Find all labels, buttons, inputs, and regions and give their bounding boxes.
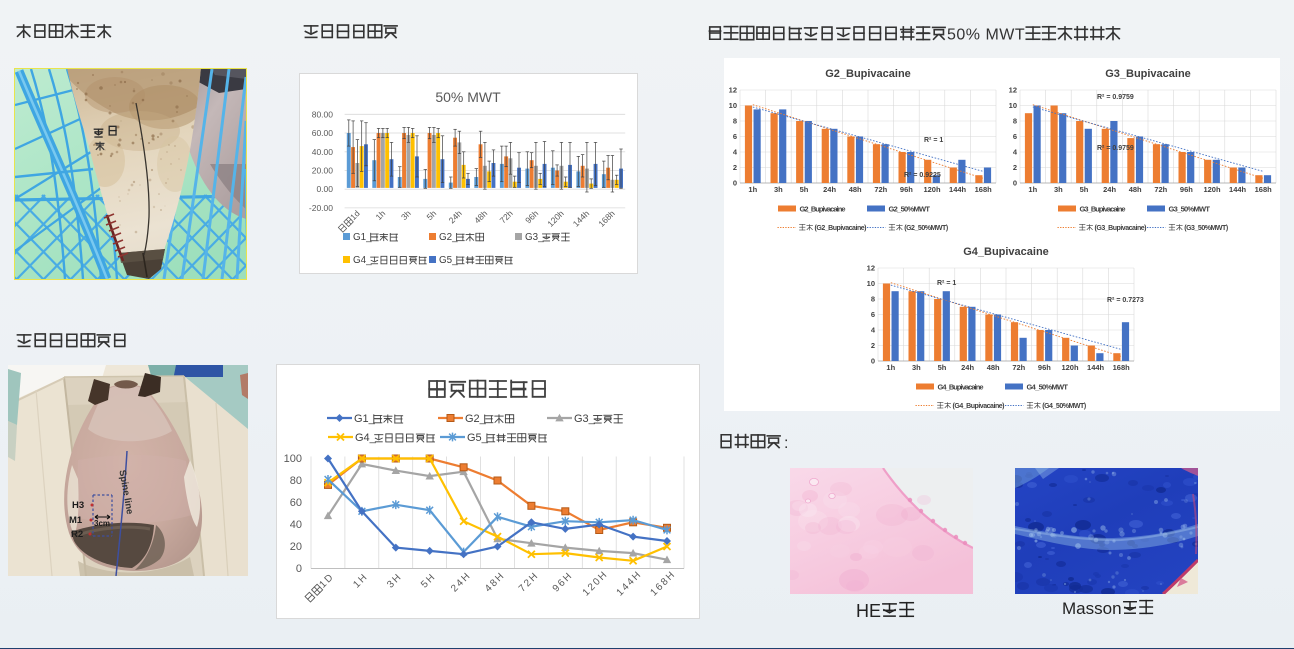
svg-text:R² = 1: R² = 1	[924, 137, 943, 144]
svg-text:72h: 72h	[874, 185, 887, 194]
svg-text:24h: 24h	[961, 363, 974, 372]
svg-text:8: 8	[1013, 117, 1017, 126]
svg-text:4: 4	[1013, 148, 1018, 157]
svg-text:1h: 1h	[748, 185, 757, 194]
svg-text:M1: M1	[69, 515, 83, 526]
svg-text:144h: 144h	[1229, 185, 1247, 194]
svg-text:60.00: 60.00	[312, 128, 334, 138]
svg-text:1h: 1h	[1028, 185, 1037, 194]
svg-text:0: 0	[1013, 179, 1017, 188]
svg-text:96h: 96h	[1038, 363, 1051, 372]
svg-text:2: 2	[1013, 163, 1017, 172]
svg-text:3h: 3h	[774, 185, 783, 194]
svg-text:80: 80	[290, 475, 302, 487]
svg-text:168h: 168h	[1113, 363, 1131, 372]
svg-text:144h: 144h	[1087, 363, 1105, 372]
svg-text:G3_: G3_	[525, 232, 544, 243]
svg-text:1h: 1h	[886, 363, 895, 372]
svg-text:10: 10	[867, 279, 875, 288]
svg-text:10: 10	[729, 101, 737, 110]
svg-text:G1_: G1_	[354, 413, 376, 425]
svg-text:(G4_Bupivacaine): (G4_Bupivacaine)	[953, 403, 1005, 410]
svg-text:168h: 168h	[975, 185, 993, 194]
svg-text:40.00: 40.00	[312, 147, 334, 157]
svg-text:R² = 1: R² = 1	[937, 280, 956, 287]
svg-text:12: 12	[729, 86, 737, 95]
svg-text:4: 4	[871, 326, 876, 335]
svg-text:4: 4	[733, 148, 738, 157]
svg-text:5h: 5h	[1080, 185, 1089, 194]
svg-text:24h: 24h	[823, 185, 836, 194]
svg-text:48h: 48h	[849, 185, 862, 194]
svg-text:3cm: 3cm	[94, 519, 110, 528]
svg-text:G3_50%MWT: G3_50%MWT	[1169, 205, 1211, 214]
svg-text:R² = 0.9759: R² = 0.9759	[1097, 94, 1134, 101]
svg-text:12: 12	[1009, 86, 1017, 95]
svg-text:96h: 96h	[900, 185, 913, 194]
svg-text:G3_Bupivacaine: G3_Bupivacaine	[1080, 205, 1126, 214]
svg-text:3h: 3h	[912, 363, 921, 372]
svg-text:120h: 120h	[923, 185, 941, 194]
svg-text:(G2_Bupivacaine): (G2_Bupivacaine)	[815, 225, 867, 232]
svg-text:R² = 0.9759: R² = 0.9759	[1097, 145, 1134, 152]
svg-text:24h: 24h	[1103, 185, 1116, 194]
svg-text:5h: 5h	[938, 363, 947, 372]
svg-text:-20.00: -20.00	[309, 203, 333, 213]
svg-text:G4_Bupivacaine: G4_Bupivacaine	[938, 383, 984, 392]
svg-text:6: 6	[871, 310, 875, 319]
svg-text:120h: 120h	[1061, 363, 1079, 372]
svg-text:G2_50%MWT: G2_50%MWT	[889, 205, 931, 214]
svg-text:(G3_Bupivacaine): (G3_Bupivacaine)	[1095, 225, 1147, 232]
svg-text:120h: 120h	[1203, 185, 1221, 194]
svg-text:50% MWT: 50% MWT	[435, 89, 501, 105]
svg-text:72h: 72h	[1154, 185, 1167, 194]
svg-text:3h: 3h	[1054, 185, 1063, 194]
svg-text:G2_: G2_	[465, 413, 487, 425]
svg-text:G4_: G4_	[353, 255, 372, 266]
svg-text:5h: 5h	[800, 185, 809, 194]
svg-text:168h: 168h	[1255, 185, 1273, 194]
svg-text:72h: 72h	[1012, 363, 1025, 372]
svg-text:(G4_50%MWT): (G4_50%MWT)	[1042, 403, 1086, 410]
svg-text:0: 0	[296, 563, 302, 575]
svg-text:R2: R2	[71, 529, 83, 540]
svg-text:20: 20	[290, 541, 302, 553]
svg-text:G2_: G2_	[439, 232, 458, 243]
svg-text:48h: 48h	[1129, 185, 1142, 194]
svg-text:10: 10	[1009, 101, 1017, 110]
svg-text:48h: 48h	[987, 363, 1000, 372]
svg-text:12: 12	[867, 264, 875, 273]
svg-text:G5_: G5_	[467, 432, 489, 444]
svg-text:100: 100	[284, 453, 302, 465]
svg-text:R² = 0.7273: R² = 0.7273	[1107, 297, 1144, 304]
svg-text:2: 2	[871, 341, 875, 350]
svg-text:80.00: 80.00	[312, 109, 334, 119]
svg-text:8: 8	[871, 295, 875, 304]
svg-text:G4_50%MWT: G4_50%MWT	[1027, 383, 1069, 392]
svg-text:2: 2	[733, 163, 737, 172]
svg-text:6: 6	[733, 132, 737, 141]
svg-text:R² = 0.9225: R² = 0.9225	[904, 172, 941, 179]
svg-text:60: 60	[290, 497, 302, 509]
svg-text:G2_Bupivacaine: G2_Bupivacaine	[825, 68, 911, 80]
svg-text:G1_: G1_	[353, 232, 372, 243]
svg-text:6: 6	[1013, 132, 1017, 141]
svg-text:G3_Bupivacaine: G3_Bupivacaine	[1105, 68, 1191, 80]
svg-text:0: 0	[871, 357, 875, 366]
svg-text:G2_Bupivacaine: G2_Bupivacaine	[800, 205, 846, 214]
svg-text:(G2_50%MWT): (G2_50%MWT)	[904, 225, 948, 232]
svg-text:96h: 96h	[1180, 185, 1193, 194]
svg-text:0.00: 0.00	[316, 184, 333, 194]
svg-text:G4_Bupivacaine: G4_Bupivacaine	[963, 246, 1049, 258]
svg-text:20.00: 20.00	[312, 166, 334, 176]
svg-text:G4_: G4_	[355, 432, 377, 444]
svg-text:144h: 144h	[949, 185, 967, 194]
svg-text:H3: H3	[72, 500, 84, 511]
svg-text:G5_: G5_	[439, 255, 458, 266]
svg-text:0: 0	[733, 179, 737, 188]
svg-text:8: 8	[733, 117, 737, 126]
svg-text:G3_: G3_	[574, 413, 596, 425]
svg-text:40: 40	[290, 519, 302, 531]
svg-text:(G3_50%MWT): (G3_50%MWT)	[1184, 225, 1228, 232]
